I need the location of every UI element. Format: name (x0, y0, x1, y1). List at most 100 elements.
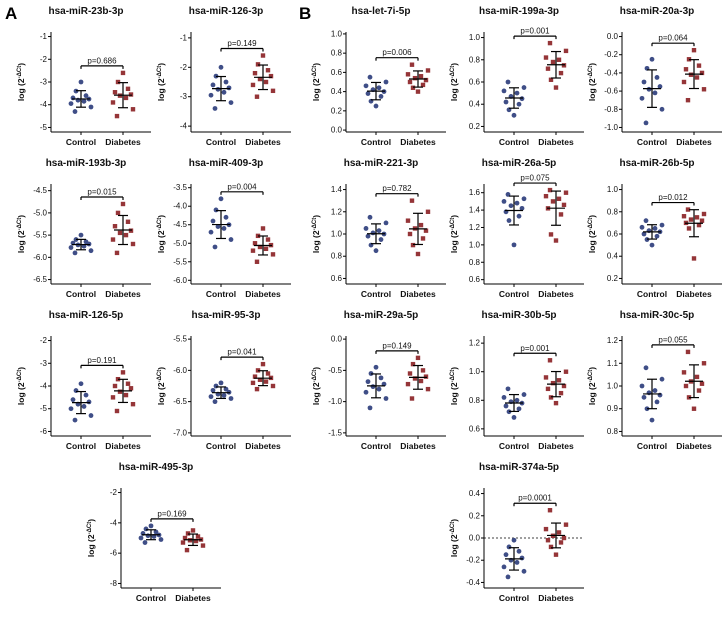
diabetes-point (115, 79, 121, 85)
y-tick-label: 1.2 (469, 339, 481, 348)
x-category-label: Control (499, 137, 529, 147)
diabetes-point (415, 89, 421, 94)
y-tick-label: 1.2 (607, 336, 619, 345)
control-point (78, 381, 84, 387)
y-tick-label: -0.2 (604, 50, 618, 59)
diabetes-point (558, 212, 564, 217)
diabetes-point (252, 241, 258, 246)
p-value-label: p=0.075 (520, 174, 550, 183)
diabetes-point (120, 201, 126, 207)
y-tick-label: -6.5 (173, 397, 187, 406)
y-tick-label: 0.2 (469, 122, 481, 131)
x-category-label: Control (637, 289, 667, 299)
diabetes-point (265, 237, 271, 242)
control-point (514, 560, 520, 565)
y-tick-label: -0.4 (604, 68, 618, 77)
diabetes-point (545, 66, 551, 71)
control-point (641, 394, 647, 400)
control-point (501, 395, 507, 400)
x-category-label: Control (66, 289, 96, 299)
y-tick-label: 0.6 (469, 424, 481, 433)
control-point (516, 406, 522, 412)
control-point (521, 568, 527, 574)
diabetes-point (688, 217, 694, 222)
diabetes-point (547, 40, 553, 46)
diabetes-point (405, 218, 411, 223)
control-point (641, 231, 647, 237)
control-point (210, 218, 216, 224)
y-tick-label: 0.4 (469, 489, 481, 498)
chart-title: hsa-let-7i-5p (351, 6, 411, 17)
control-point (208, 394, 214, 400)
diabetes-point (694, 215, 700, 220)
diabetes-point (200, 543, 206, 548)
control-point (514, 397, 520, 403)
control-point (639, 95, 645, 101)
y-axis-label: log (2-ΔCt) (587, 215, 597, 253)
diabetes-point (270, 383, 276, 389)
y-tick-label: 0.0 (331, 126, 343, 135)
y-tick-label: -2 (110, 488, 118, 497)
y-tick-label: 0.8 (331, 49, 343, 58)
y-tick-label: 0.2 (469, 511, 481, 520)
diabetes-point (699, 218, 705, 223)
diabetes-point (694, 374, 700, 380)
y-tick-label: -8 (110, 579, 118, 588)
control-point (383, 79, 389, 85)
control-point (88, 413, 94, 418)
subplot-hsa-miR-374a-5p: hsa-miR-374a-5p log (2-ΔCt) 0.4 0.2 0.0 -0.2 -… (449, 460, 588, 612)
subplot-hsa-let-7i-5p: hsa-let-7i-5p log (2-ΔCt) 1.0 0.8 0.6 0.4 0.2 0… (311, 4, 450, 156)
control-point (78, 79, 84, 85)
control-point (511, 242, 517, 248)
chart-canvas: log (2-ΔCt) -3.5 -4.0 -4.5 -5.0 -5.5 -6.0 Contr… (156, 182, 291, 299)
diabetes-point (260, 53, 266, 58)
x-category-label: Diabetes (245, 441, 281, 451)
panel-label-B: B (299, 4, 312, 23)
control-point (378, 237, 384, 242)
chart-title: hsa-miR-495-3p (118, 462, 194, 473)
x-category-label: Diabetes (676, 441, 712, 451)
p-value-label: p=0.686 (87, 56, 117, 65)
chart-canvas: log (2-ΔCt) -2 -4 -6 -8 Control Diabetes p=0.16… (86, 488, 221, 603)
diabetes-point (423, 374, 429, 379)
diabetes-point (263, 246, 269, 252)
y-tick-label: -4.5 (173, 220, 187, 229)
control-point (643, 120, 649, 126)
control-point (654, 233, 660, 239)
diabetes-point (128, 92, 134, 97)
control-point (378, 375, 384, 381)
diabetes-point (686, 226, 692, 231)
y-tick-label: -1 (180, 33, 188, 42)
control-point (223, 79, 229, 85)
x-category-label: Diabetes (538, 137, 574, 147)
control-point (208, 92, 214, 98)
control-point (68, 406, 74, 412)
y-tick-label: -5.5 (173, 257, 187, 266)
diabetes-point (112, 90, 118, 95)
y-tick-label: -5.0 (33, 208, 47, 217)
control-point (657, 84, 663, 89)
y-tick-label: 1.0 (331, 230, 343, 239)
chart-title: hsa-miR-23b-3p (48, 6, 124, 17)
control-point (363, 389, 369, 395)
x-category-label: Diabetes (245, 289, 281, 299)
control-point (68, 245, 74, 250)
y-tick-label: 1.0 (469, 33, 481, 42)
p-value-label: p=0.041 (227, 348, 257, 357)
y-axis-label: log (2-ΔCt) (16, 63, 26, 101)
y-axis-label: log (2-ΔCt) (311, 63, 321, 101)
subplot-hsa-miR-30c-5p: hsa-miR-30c-5p log (2-ΔCt) 1.2 1.1 1.0 0.9 0.8… (587, 308, 726, 460)
control-point (221, 226, 227, 231)
y-tick-label: 1.0 (331, 29, 343, 38)
y-tick-label: 0.4 (331, 87, 343, 96)
diabetes-point (545, 538, 551, 543)
diabetes-point (556, 57, 562, 62)
control-point (365, 233, 371, 239)
x-category-label: Diabetes (175, 593, 211, 603)
diabetes-point (410, 361, 416, 367)
diabetes-point (110, 100, 116, 105)
x-category-label: Diabetes (538, 441, 574, 451)
control-point (516, 101, 522, 107)
p-value-label: p=0.015 (87, 188, 117, 197)
y-tick-label: -0.8 (604, 105, 618, 114)
